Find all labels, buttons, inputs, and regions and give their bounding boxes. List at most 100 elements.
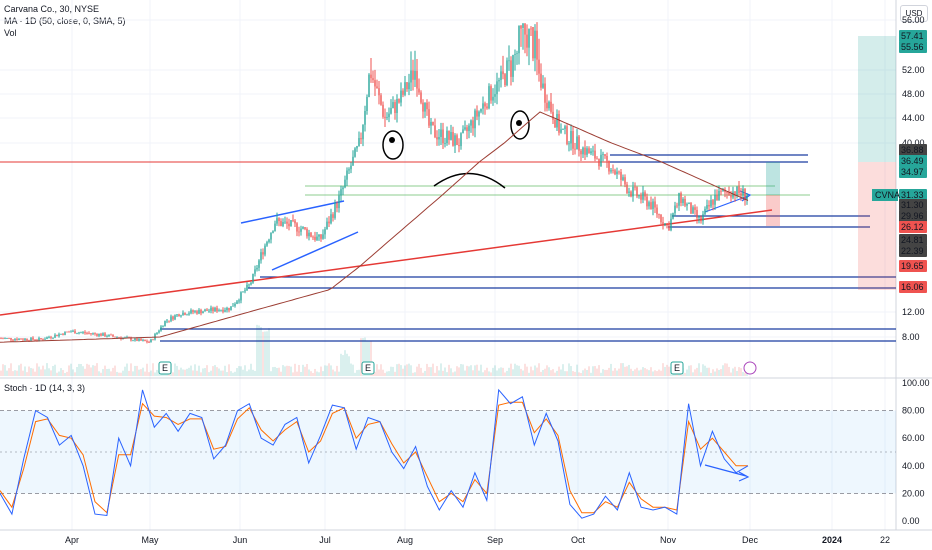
candle-body — [242, 291, 244, 293]
stoch-indicator-label[interactable]: Stoch · 1D (14, 3, 3) — [4, 383, 86, 393]
candle-body — [72, 330, 74, 332]
candle-body — [462, 129, 464, 134]
volume-bar — [122, 370, 124, 376]
candle-body — [348, 169, 350, 171]
candle-body — [52, 337, 54, 339]
candle-body — [394, 102, 396, 114]
candle-body — [402, 90, 404, 95]
candle-body — [366, 96, 368, 112]
candle-body — [220, 309, 222, 311]
volume-bar — [576, 364, 578, 376]
volume-bar — [516, 365, 518, 376]
candle-body — [206, 309, 208, 311]
candle-body — [92, 333, 94, 335]
candle-body — [280, 221, 282, 226]
volume-bar — [376, 364, 378, 376]
candle-body — [34, 339, 36, 341]
volume-bar — [550, 370, 552, 376]
candle-body — [114, 336, 116, 338]
price-badge-label: 57.41 — [901, 31, 924, 41]
volume-bar — [226, 372, 228, 376]
candle-body — [682, 198, 684, 203]
candle-body — [590, 151, 592, 154]
volume-bar — [70, 363, 72, 376]
volume-bar — [100, 372, 102, 376]
volume-bar — [490, 372, 492, 376]
candle-body — [376, 86, 378, 89]
volume-bar — [282, 365, 284, 376]
volume-bar — [200, 372, 202, 376]
candle-body — [152, 339, 154, 341]
candle-body — [346, 170, 348, 180]
candle-body — [686, 203, 688, 206]
volume-bar — [686, 369, 688, 376]
candle-body — [130, 337, 132, 341]
price-badge-label: 26.12 — [901, 222, 924, 232]
volume-bar — [308, 369, 310, 376]
volume-bar — [594, 366, 596, 376]
volume-bar — [544, 368, 546, 376]
volume-bar — [358, 369, 360, 376]
candle-body — [714, 194, 716, 205]
candle-body — [598, 158, 600, 167]
candle-body — [336, 203, 338, 209]
volume-bar — [712, 369, 714, 376]
wedge-upper — [240, 200, 345, 224]
volume-bar — [36, 363, 38, 376]
volume-bar — [412, 372, 414, 376]
volume-bar — [582, 370, 584, 376]
volume-bar — [730, 372, 732, 376]
volume-bar — [250, 363, 252, 376]
price-badge — [899, 41, 927, 53]
ma-indicator-label[interactable]: MA · 1D (50, close, 0, SMA, 5) — [4, 16, 126, 26]
candle-body — [650, 202, 652, 210]
price-badge-label: 31.33 — [901, 190, 924, 200]
volume-bar — [176, 365, 178, 376]
price-badge-label: 36.49 — [901, 156, 924, 166]
candle-body — [392, 102, 394, 109]
candle-body — [214, 307, 216, 312]
volume-bar — [38, 366, 40, 376]
volume-bar — [610, 363, 612, 376]
volume-bar — [222, 370, 224, 376]
volume-bar — [534, 365, 536, 376]
volume-bar — [374, 371, 376, 376]
candle-body — [294, 220, 296, 224]
volume-bar — [20, 363, 22, 376]
pupil-right — [516, 120, 522, 126]
candle-body — [68, 331, 70, 333]
candle-body — [112, 334, 114, 337]
volume-bar — [568, 363, 570, 376]
currency-button[interactable]: USD — [900, 5, 928, 22]
volume-bar — [742, 372, 744, 376]
volume-indicator-label[interactable]: Vol — [4, 28, 17, 38]
volume-bar — [616, 370, 618, 376]
candle-body — [338, 195, 340, 209]
volume-bar — [248, 369, 250, 376]
volume-bar — [46, 363, 48, 376]
candle-body — [240, 292, 242, 301]
volume-bar — [666, 364, 668, 376]
volume-bar — [398, 363, 400, 376]
candle-body — [192, 310, 194, 313]
volume-bar — [332, 369, 334, 376]
candle-body — [350, 165, 352, 170]
volume-bar — [368, 340, 370, 376]
volume-bar — [502, 367, 504, 376]
volume-bar — [82, 366, 84, 376]
candle-body — [58, 334, 60, 337]
volume-bar — [422, 372, 424, 376]
candle-body — [540, 73, 542, 88]
candle-body — [64, 331, 66, 335]
volume-bar — [318, 372, 320, 376]
candle-body — [212, 307, 214, 312]
volume-bar — [552, 369, 554, 376]
volume-bar — [644, 368, 646, 376]
price-tick-label: 8.00 — [902, 332, 920, 342]
candle-body — [226, 307, 228, 311]
volume-bar — [386, 371, 388, 376]
candle-body — [526, 34, 528, 48]
candle-body — [252, 273, 254, 283]
